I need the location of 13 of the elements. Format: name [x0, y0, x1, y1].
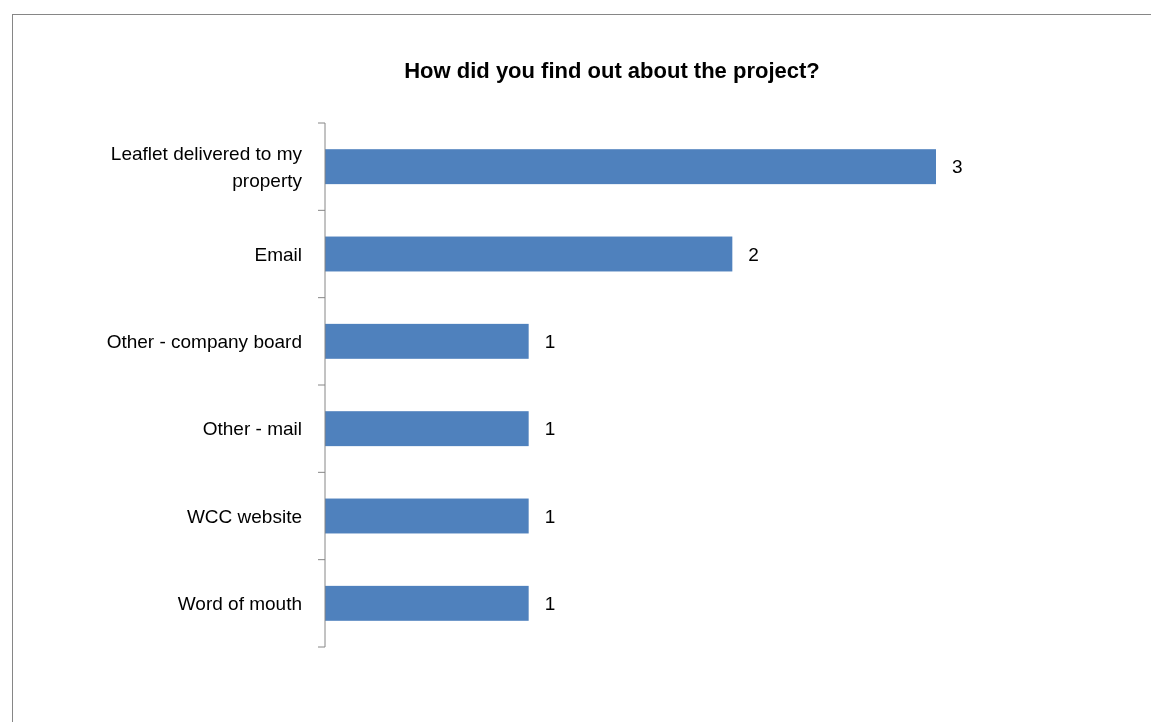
- y-tick-label: Other - company board: [106, 330, 302, 352]
- y-tick-label: Other - mail: [202, 418, 302, 440]
- y-tick-label: Email: [254, 243, 302, 265]
- data-label: 1: [544, 505, 556, 527]
- data-label: 1: [544, 592, 556, 614]
- y-tick-label: WCC website: [186, 505, 302, 527]
- data-label: 3: [952, 156, 963, 178]
- y-tick-label: Word of mouth: [177, 592, 302, 614]
- data-label: 1: [544, 330, 556, 352]
- y-tick-label: Leaflet delivered to my property: [110, 142, 303, 191]
- chart-title: How did you find out about the project?: [404, 58, 820, 83]
- data-label: 1: [544, 418, 556, 440]
- data-label: 2: [748, 243, 759, 265]
